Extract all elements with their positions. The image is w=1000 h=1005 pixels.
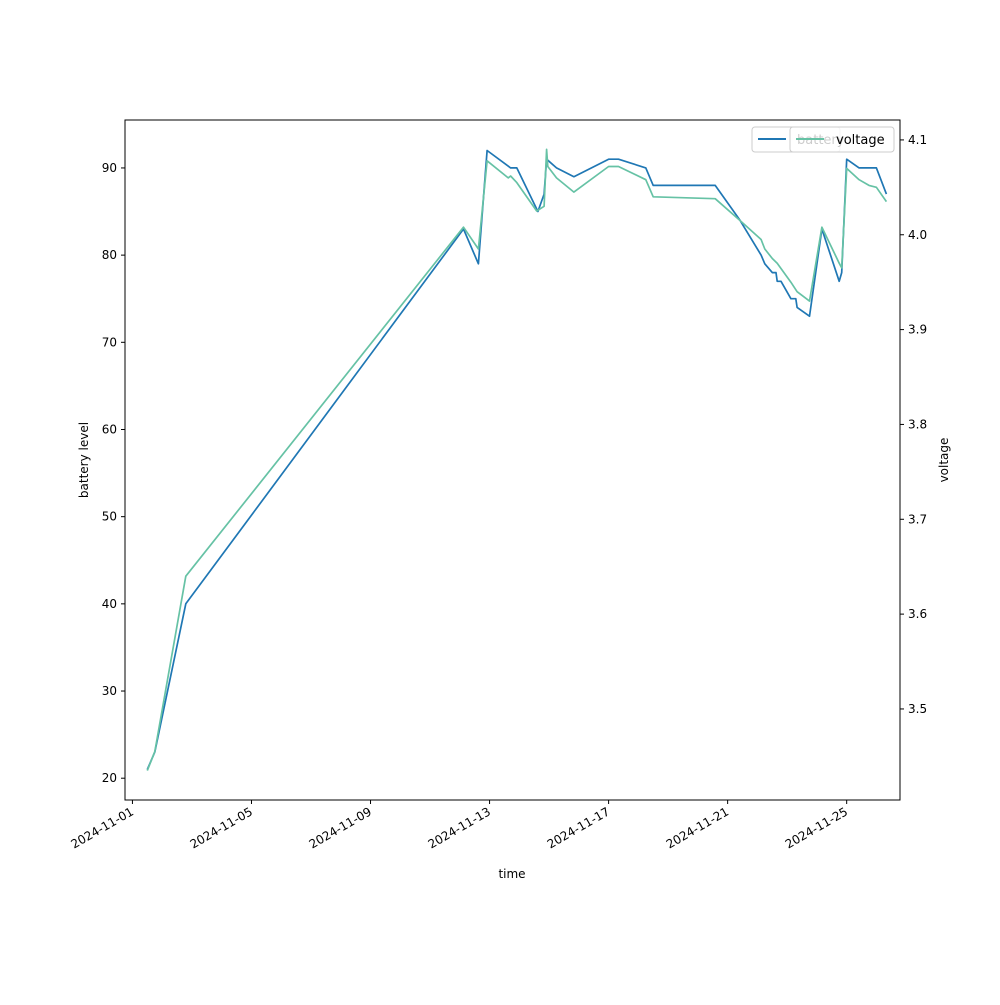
y-right-tick-label: 3.9 bbox=[908, 323, 927, 337]
y-left-tick-label: 60 bbox=[102, 422, 117, 436]
x-tick-label: 2024-11-17 bbox=[545, 804, 612, 851]
x-tick-label: 2024-11-25 bbox=[783, 804, 850, 851]
x-tick-label: 2024-11-13 bbox=[426, 804, 493, 851]
y-left-tick-label: 90 bbox=[102, 161, 117, 175]
y-left-tick-label: 70 bbox=[102, 335, 117, 349]
y-axis-left-title: battery level bbox=[77, 422, 91, 498]
y-right-tick-label: 3.8 bbox=[908, 417, 927, 431]
y-left-tick-label: 20 bbox=[102, 771, 117, 785]
y-right-tick-label: 4.0 bbox=[908, 228, 927, 242]
legend-box-voltage bbox=[789, 126, 895, 153]
x-axis-ticks: 2024-11-01 2024-11-05 2024-11-09 2024-11-13… bbox=[69, 800, 850, 851]
series-line-voltage bbox=[146, 148, 888, 771]
x-axis-title: time bbox=[498, 867, 525, 881]
plot-area bbox=[125, 120, 900, 800]
y-left-tick-label: 50 bbox=[102, 510, 117, 524]
x-tick-label: 2024-11-01 bbox=[69, 804, 136, 851]
legend-voltage: voltage bbox=[789, 126, 895, 153]
legend-label-voltage: voltage bbox=[836, 133, 885, 148]
plot-frame bbox=[124, 119, 901, 801]
y-right-tick-label: 3.7 bbox=[908, 512, 927, 526]
y-right-tick-label: 3.5 bbox=[908, 702, 927, 716]
x-tick-label: 2024-11-05 bbox=[188, 804, 255, 851]
y-right-tick-label: 4.1 bbox=[908, 133, 927, 147]
y-left-tick-label: 80 bbox=[102, 248, 117, 262]
y-axis-right-title: voltage bbox=[937, 438, 951, 483]
y-left-tick-label: 30 bbox=[102, 684, 117, 698]
x-tick-label: 2024-11-09 bbox=[307, 804, 374, 851]
y-axis-left-ticks: 20 30 40 50 60 70 80 90 bbox=[102, 161, 125, 785]
y-right-tick-label: 3.6 bbox=[908, 607, 927, 621]
plot-lines bbox=[146, 148, 888, 771]
y-axis-right-ticks: 3.5 3.6 3.7 3.8 3.9 4.0 4.1 bbox=[900, 133, 927, 716]
x-tick-label: 2024-11-21 bbox=[664, 804, 731, 851]
y-left-tick-label: 40 bbox=[102, 597, 117, 611]
